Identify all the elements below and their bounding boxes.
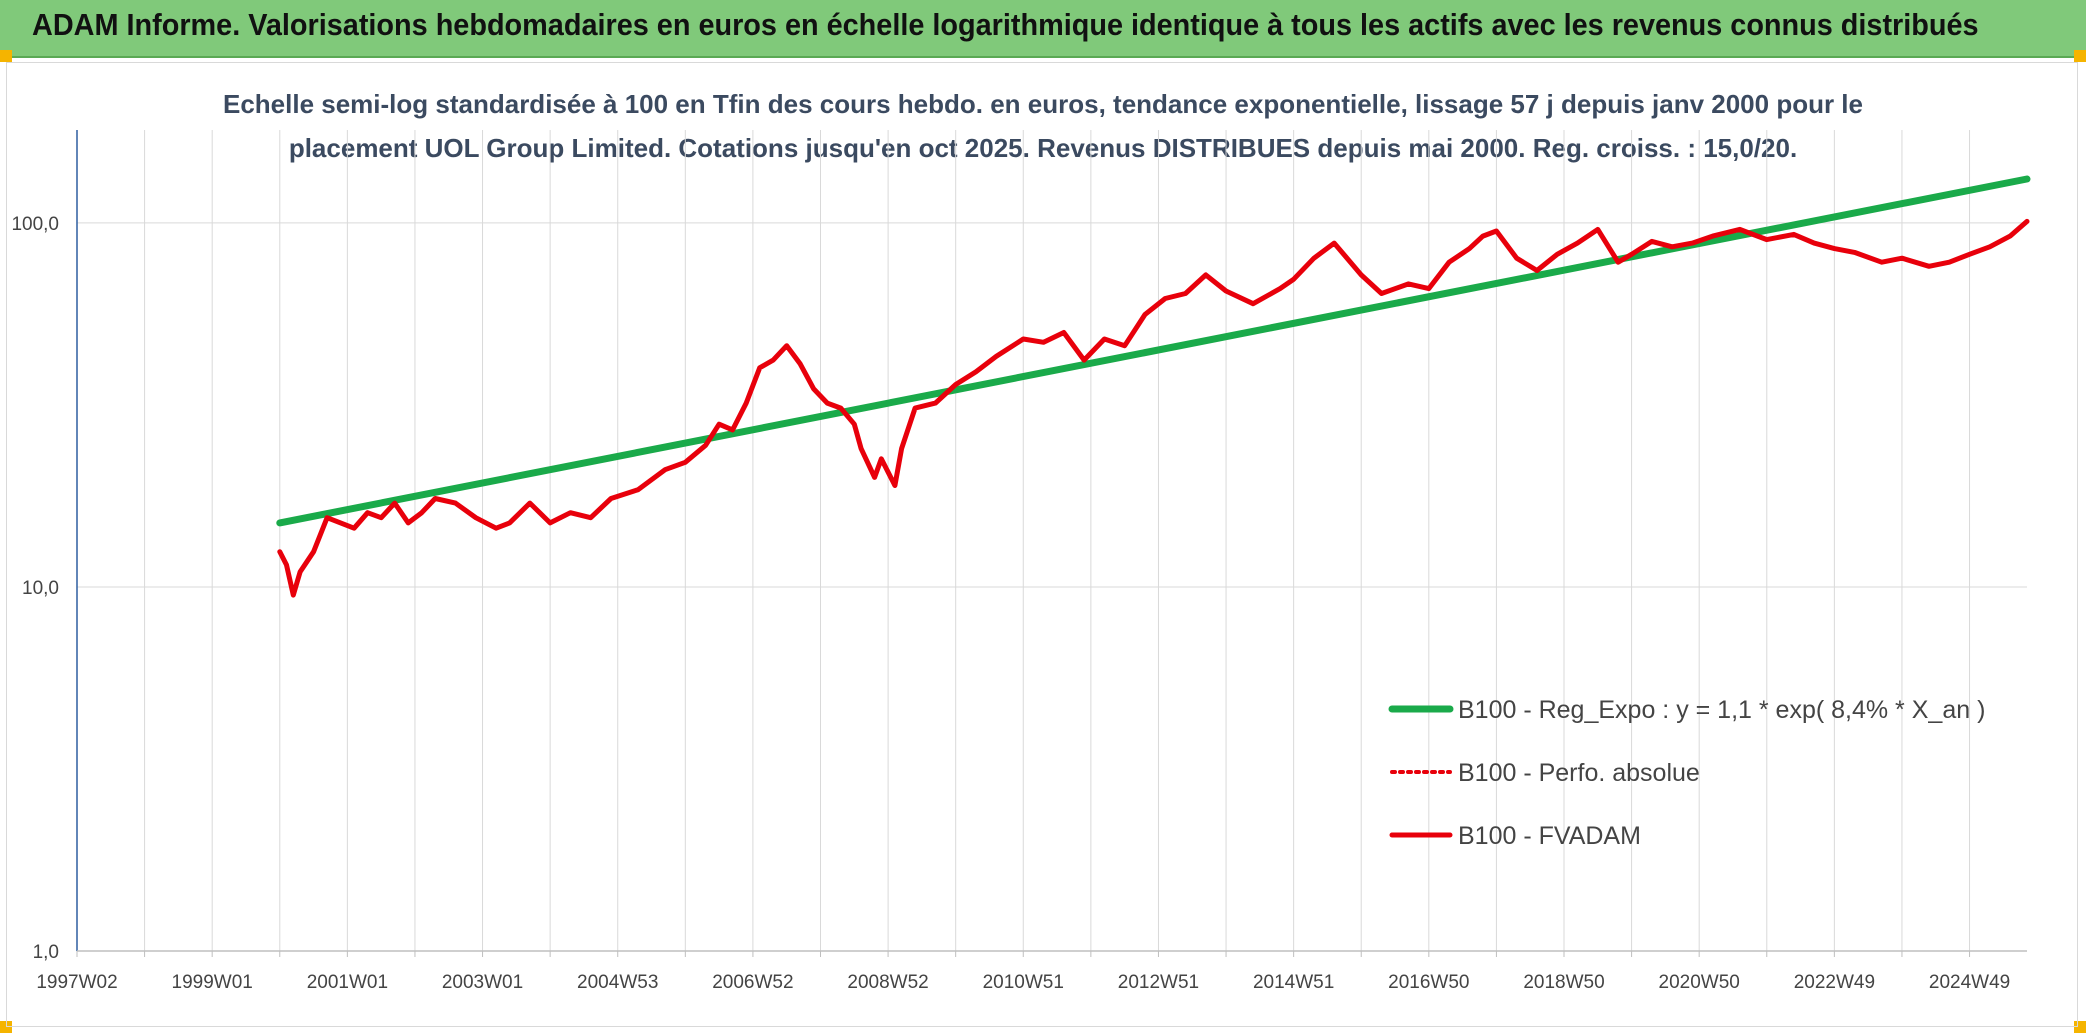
x-tick-label: 2003W01 bbox=[442, 972, 523, 993]
x-tick-label: 2004W53 bbox=[577, 972, 658, 993]
x-tick-label: 2016W50 bbox=[1388, 972, 1469, 993]
series-layer bbox=[276, 175, 2031, 598]
y-tick-label: 1,0 bbox=[33, 942, 59, 963]
chart-subtitle-line-2: placement UOL Group Limited. Cotations j… bbox=[288, 133, 1798, 163]
x-tick-label: 2024W49 bbox=[1929, 972, 2010, 993]
legend-label-3: B100 - FVADAM bbox=[1458, 822, 1641, 850]
x-tick-label: 2001W01 bbox=[307, 972, 388, 993]
x-tick-label: 2014W51 bbox=[1253, 972, 1334, 993]
x-tick-label: 2022W49 bbox=[1794, 972, 1875, 993]
x-tick-label: 2018W50 bbox=[1523, 972, 1604, 993]
corner-marker-top-right bbox=[2074, 50, 2086, 62]
y-tick-label: 10,0 bbox=[22, 578, 59, 599]
axis-layer: 1,0 10,0 100,0 1997W02 1999W01 2001W01 2003W01… bbox=[11, 130, 2027, 993]
legend-label-1: B100 - Reg_Expo : y = 1,1 * exp( 8,4% * … bbox=[1458, 696, 1985, 724]
corner-marker-bottom-left bbox=[0, 1021, 12, 1033]
x-tick-label: 2012W51 bbox=[1118, 972, 1199, 993]
header-bar: ADAM Informe. Valorisations hebdomadaire… bbox=[0, 0, 2086, 58]
chart-subtitle-line-1: Echelle semi-log standardisée à 100 en T… bbox=[222, 89, 1863, 119]
x-tick-label: 1997W02 bbox=[36, 972, 117, 993]
regression-trend-line bbox=[276, 175, 2031, 527]
legend-label-2: B100 - Perfo. absolue bbox=[1458, 759, 1700, 787]
x-tick-label: 2010W51 bbox=[983, 972, 1064, 993]
x-tick-label: 1999W01 bbox=[172, 972, 253, 993]
report-title: ADAM Informe. Valorisations hebdomadaire… bbox=[32, 7, 1979, 42]
x-tick-label: 2020W50 bbox=[1659, 972, 1740, 993]
corner-marker-top-left bbox=[0, 50, 12, 62]
grid-layer bbox=[77, 130, 2027, 951]
fvadam-line bbox=[277, 218, 2030, 598]
chart-frame bbox=[6, 62, 2078, 1027]
x-tick-label: 2006W52 bbox=[712, 972, 793, 993]
x-tick-label: 2008W52 bbox=[847, 972, 928, 993]
y-tick-label: 100,0 bbox=[11, 214, 59, 235]
legend: B100 - Reg_Expo : y = 1,1 * exp( 8,4% * … bbox=[1388, 696, 1985, 850]
